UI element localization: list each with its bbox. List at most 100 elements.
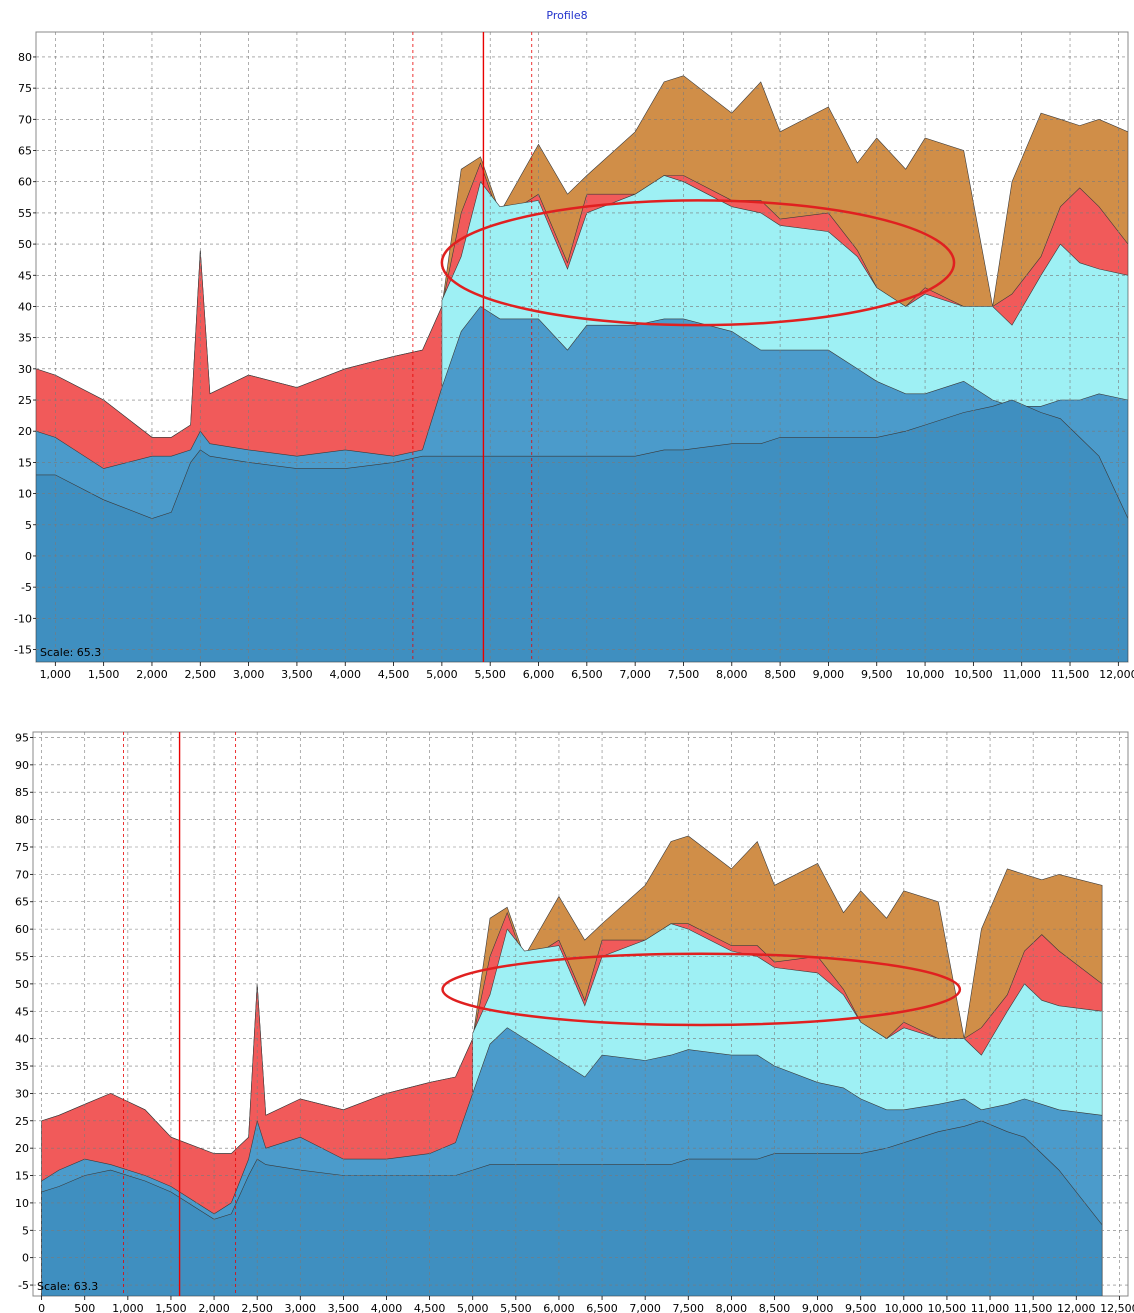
y-tick-label: 35 (18, 332, 32, 345)
profile-chart-top: Profile8 80 75 70 65 60 55 50 45 40 35 30 25 20 15 10 5… (0, 0, 1134, 700)
x-tick-label: 8,000 (716, 668, 748, 681)
y-tick-label: 0 (25, 550, 32, 563)
y-tick-label: -5 (18, 1279, 29, 1292)
x-tick-label: 6,000 (543, 1302, 575, 1313)
y-tick-label: -15 (14, 644, 32, 657)
y-tick-label: 75 (15, 841, 29, 854)
x-tick-label: 12,000 (1057, 1302, 1096, 1313)
x-tick-label: 4,000 (329, 668, 361, 681)
x-tick-label: 500 (74, 1302, 95, 1313)
x-tick-label: 5,000 (457, 1302, 489, 1313)
highlight-ellipse (440, 199, 956, 327)
y-tick-label: 15 (15, 1170, 29, 1183)
y-tick-label: 20 (18, 425, 32, 438)
y-tick-label: 20 (15, 1142, 29, 1155)
x-tick-label: 9,000 (802, 1302, 834, 1313)
y-tick-label: 50 (18, 238, 32, 251)
x-tick-label: 5,000 (426, 668, 458, 681)
x-tick-label: 11,000 (971, 1302, 1010, 1313)
y-tick-label: 30 (15, 1087, 29, 1100)
x-tick-label: 1,000 (112, 1302, 144, 1313)
x-tick-label: 2,000 (198, 1302, 230, 1313)
x-tick-label: 0 (38, 1302, 45, 1313)
x-tick-label: 9,500 (861, 668, 893, 681)
x-tick-label: 2,000 (136, 668, 168, 681)
area-series-4 (36, 399, 1128, 662)
x-tick-label: 10,000 (885, 1302, 924, 1313)
y-tick-label: 35 (15, 1060, 29, 1073)
x-tick-label: 2,500 (241, 1302, 273, 1313)
y-tick-label: 5 (25, 519, 32, 532)
y-tick-label: 10 (18, 488, 32, 501)
y-tick-label: 60 (15, 923, 29, 936)
y-tick-label: 65 (15, 896, 29, 909)
x-tick-label: 5,500 (500, 1302, 532, 1313)
y-tick-label: 25 (15, 1115, 29, 1128)
y-tick-label: 15 (18, 456, 32, 469)
x-tick-label: 4,500 (378, 668, 410, 681)
chart-title: Profile8 (546, 9, 588, 22)
x-tick-label: 7,500 (673, 1302, 705, 1313)
profile-chart-bottom: 95 90 85 80 75 70 65 60 55 50 45 40 35 30 25 20 15 10 5 0 -5… (0, 700, 1134, 1313)
x-tick-label: 10,500 (954, 668, 993, 681)
x-tick-label: 7,500 (668, 668, 700, 681)
x-tick-label: 11,000 (1002, 668, 1041, 681)
x-tick-label: 4,500 (414, 1302, 446, 1313)
y-tick-label: 85 (15, 786, 29, 799)
area-series-4 (41, 1120, 1103, 1296)
x-tick-label: 8,000 (716, 1302, 748, 1313)
x-tick-label: 10,000 (906, 668, 945, 681)
x-tick-label: 3,500 (281, 668, 313, 681)
x-tick-label: 4,000 (371, 1302, 403, 1313)
y-tick-label: 50 (15, 978, 29, 991)
x-tick-label: 6,000 (523, 668, 555, 681)
y-tick-label: 95 (15, 731, 29, 744)
x-tick-label: 9,500 (845, 1302, 877, 1313)
y-tick-label: 40 (15, 1033, 29, 1046)
y-tick-label: -10 (14, 612, 32, 625)
x-tick-label: 1,000 (40, 668, 72, 681)
y-tick-label: 55 (18, 207, 32, 220)
x-tick-label: 2,500 (185, 668, 217, 681)
y-tick-label: 25 (18, 394, 32, 407)
scale-label: Scale: 63.3 (37, 1280, 98, 1293)
x-tick-label: 11,500 (1014, 1302, 1053, 1313)
y-tick-label: 55 (15, 951, 29, 964)
x-tick-label: 1,500 (155, 1302, 187, 1313)
x-tick-label: 5,500 (474, 668, 506, 681)
x-tick-label: 9,000 (813, 668, 845, 681)
y-tick-label: 80 (18, 51, 32, 64)
x-tick-label: 7,000 (629, 1302, 661, 1313)
y-tick-label: 90 (15, 759, 29, 772)
profile-plot-bottom[interactable]: 95908580757065605550454035302520151050-5… (0, 700, 1134, 1313)
scale-label: Scale: 65.3 (40, 646, 101, 659)
y-tick-label: 45 (15, 1005, 29, 1018)
x-tick-label: 8,500 (759, 1302, 791, 1313)
x-tick-label: 6,500 (586, 1302, 618, 1313)
y-tick-label: 5 (22, 1224, 29, 1237)
x-tick-label: 12,000 (1099, 668, 1134, 681)
x-tick-label: 3,500 (328, 1302, 360, 1313)
x-tick-label: 11,500 (1051, 668, 1090, 681)
x-tick-label: 6,500 (571, 668, 603, 681)
y-tick-label: 70 (18, 113, 32, 126)
y-tick-label: 10 (15, 1197, 29, 1210)
y-tick-label: 40 (18, 300, 32, 313)
y-tick-label: 65 (18, 145, 32, 158)
x-tick-label: 12,500 (1100, 1302, 1134, 1313)
y-tick-label: 80 (15, 814, 29, 827)
x-tick-label: 3,000 (233, 668, 265, 681)
y-tick-label: 70 (15, 868, 29, 881)
x-tick-label: 3,000 (285, 1302, 317, 1313)
y-tick-label: 45 (18, 269, 32, 282)
profile-plot-top[interactable]: 80757065605550454035302520151050-5-10-15… (0, 0, 1134, 700)
highlight-ellipse (441, 952, 962, 1027)
y-tick-label: 75 (18, 82, 32, 95)
y-tick-label: -5 (21, 581, 32, 594)
x-tick-label: 1,500 (88, 668, 120, 681)
y-tick-label: 0 (22, 1252, 29, 1265)
x-tick-label: 8,500 (764, 668, 796, 681)
y-tick-label: 60 (18, 176, 32, 189)
x-tick-label: 10,500 (928, 1302, 967, 1313)
y-tick-label: 30 (18, 363, 32, 376)
